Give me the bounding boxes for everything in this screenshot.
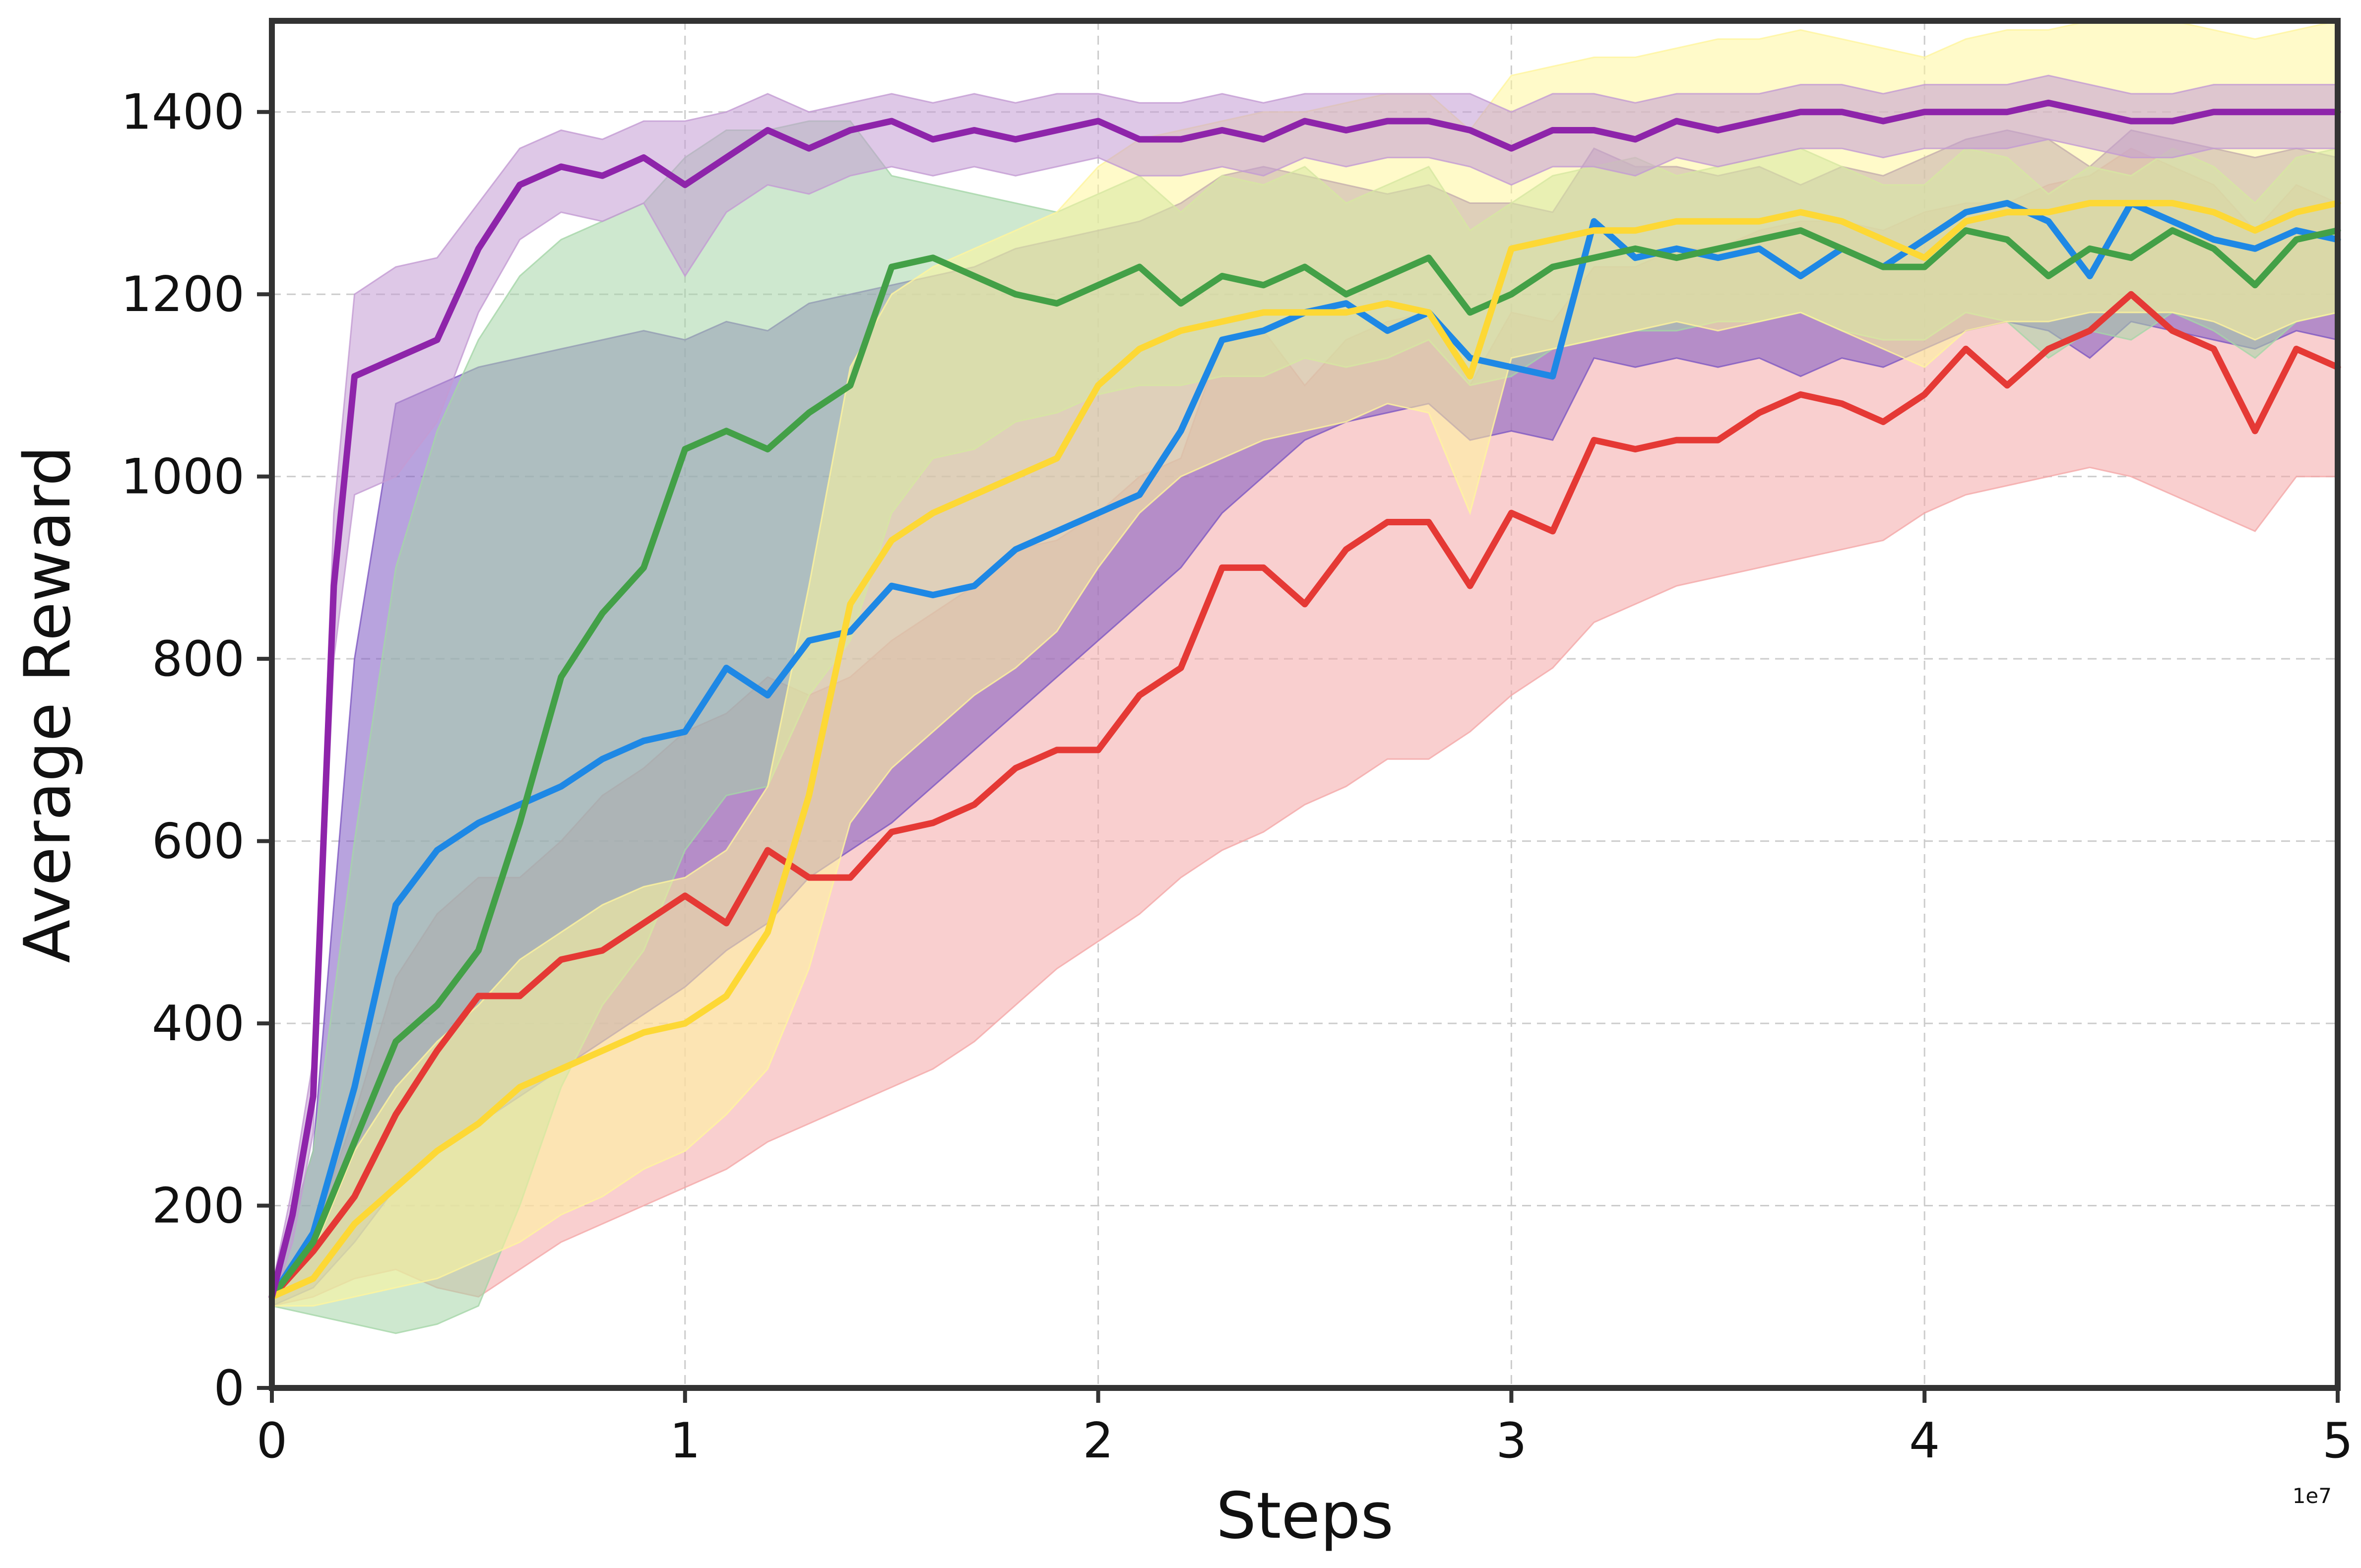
y-tick-label: 1000 bbox=[121, 449, 245, 505]
x-tick-label: 2 bbox=[1083, 1413, 1113, 1469]
x-tick-label: 5 bbox=[2322, 1413, 2353, 1469]
series-0-line bbox=[268, 291, 2341, 1300]
tick-layer: 0 1 2 3 4 5 0 200 400 600 800 1000 1200 1400 bbox=[121, 84, 2354, 1469]
series-3-line bbox=[268, 200, 2341, 1300]
plot-frame bbox=[269, 18, 2341, 1391]
y-tick-label: 800 bbox=[152, 631, 245, 688]
y-tick-label: 400 bbox=[152, 996, 245, 1052]
x-tick-label: 0 bbox=[256, 1413, 287, 1469]
y-tick-label: 1200 bbox=[121, 266, 245, 323]
y-tick-label: 600 bbox=[152, 814, 245, 870]
y-tick-label: 1400 bbox=[121, 84, 245, 141]
y-axis-label: Average Reward bbox=[11, 446, 85, 963]
x-tick-label: 4 bbox=[1909, 1413, 1940, 1469]
x-axis-label: Steps bbox=[1216, 1479, 1394, 1553]
y-tick-label: 0 bbox=[214, 1360, 245, 1417]
y-tick-label: 200 bbox=[152, 1178, 245, 1235]
x-tick-label: 1 bbox=[670, 1413, 701, 1469]
line-layer bbox=[268, 99, 2341, 1300]
x-axis-offset-label: 1e7 bbox=[2293, 1484, 2332, 1508]
x-tick-label: 3 bbox=[1496, 1413, 1527, 1469]
band-layer bbox=[271, 20, 2339, 1334]
series-4-line bbox=[268, 99, 2341, 1300]
series-2-line bbox=[268, 227, 2341, 1300]
